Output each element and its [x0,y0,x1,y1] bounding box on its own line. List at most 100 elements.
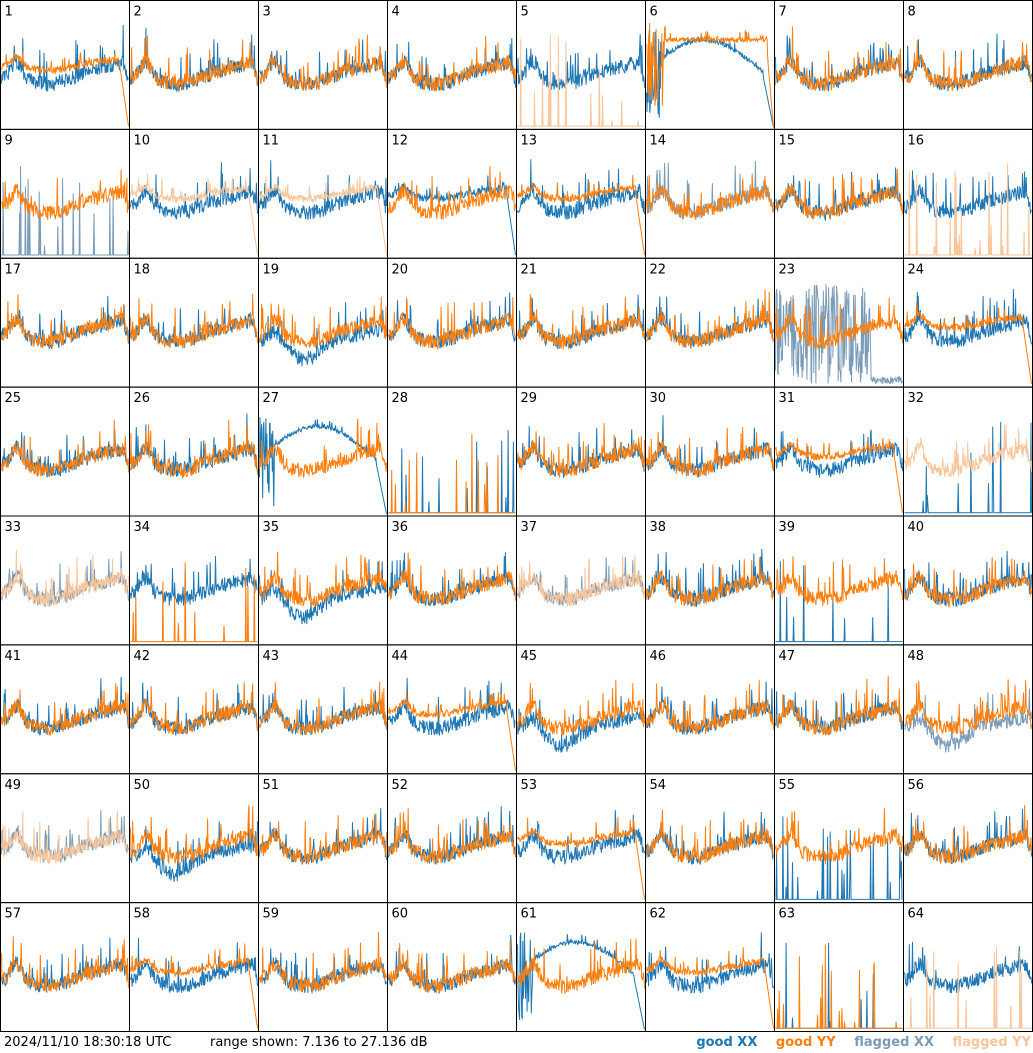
panel-42-label: 42 [134,649,151,664]
panel-64-xx-line [904,941,1032,994]
panel-24-yy-line [904,301,1032,384]
panel-5: 5 [516,0,646,130]
panel-10: 10 [129,128,259,259]
panel-11: 11 [258,128,388,259]
panel-12-yy-line [388,166,516,220]
panel-37-label: 37 [521,520,538,535]
panel-48-yy-line [904,679,1032,735]
panel-1-yy-line [1,50,129,127]
panel-53-label: 53 [521,778,538,793]
panel-2-label: 2 [134,5,142,20]
panel-28: 28 [387,386,517,517]
panel-49-label: 49 [5,778,22,793]
panel-17-label: 17 [5,262,22,277]
panel-31-yy-line [775,437,903,513]
panel-51-yy-line [259,813,387,866]
panel-56-yy-line [904,804,1032,865]
panel-13-yy-line [517,175,645,256]
panel-43: 43 [258,644,388,775]
panel-28-xx-line [388,430,516,514]
legend-good-yy: good YY [775,1035,836,1050]
panel-26-label: 26 [134,391,151,406]
panel-44-yy-line [388,690,516,771]
panel-55-yy-line [775,807,903,865]
panel-17: 17 [0,257,130,388]
panel-16-label: 16 [908,133,925,148]
panel-7-yy-line [775,26,903,92]
panel-48-label: 48 [908,649,925,664]
panel-53-xx-line [517,810,645,866]
panel-30-label: 30 [650,391,667,406]
panel-36: 36 [387,515,517,646]
panel-45: 45 [516,644,646,775]
panel-42: 42 [129,644,259,775]
panel-15-label: 15 [779,133,796,148]
panel-3-xx-line [259,39,387,90]
panel-42-xx-line [130,682,258,736]
panel-20-xx-line [388,292,516,349]
panel-27-xx-line [259,417,387,515]
panel-3: 3 [258,0,388,130]
panel-18: 18 [129,257,259,388]
panel-19: 19 [258,257,388,388]
panel-61-yy-line [517,938,645,995]
panel-56: 56 [903,773,1033,904]
panel-8-yy-line [904,40,1032,92]
panel-63-yy-line [775,944,903,1029]
panel-7: 7 [774,0,904,130]
panel-52: 52 [387,773,517,904]
panel-8-label: 8 [908,5,916,20]
panel-16-yy-line [904,163,1032,256]
panel-23: 23 [774,257,904,388]
panel-28-yy-line [388,433,516,514]
panel-37: 37 [516,515,646,646]
panel-26-yy-line [130,419,258,478]
panel-13-border [516,128,646,259]
panel-49-yy-line [1,810,129,865]
panel-1-xx-line [1,24,129,93]
panel-14: 14 [645,128,775,259]
panel-20-label: 20 [392,262,409,277]
panel-25-yy-line [1,419,129,477]
panel-27: 27 [258,386,388,517]
panel-47-label: 47 [779,649,796,664]
panel-35-xx-line [259,559,387,625]
panel-43-yy-line [259,681,387,735]
panel-25: 25 [0,386,130,517]
panel-13: 13 [516,128,646,259]
panel-15-yy-line [775,168,903,221]
panel-1: 1 [0,0,130,130]
panel-53-yy-line [517,817,645,900]
panel-4: 4 [387,0,517,130]
panel-40-yy-line [904,556,1032,609]
panel-9-yy-line [1,169,129,220]
panel-30: 30 [645,386,775,517]
panel-59: 59 [258,902,388,1032]
panel-11-xx-line [259,160,387,220]
panel-32-label: 32 [908,391,925,406]
panel-45-yy-line [517,679,645,736]
panel-1-label: 1 [5,5,13,20]
panel-60-yy-line [388,940,516,994]
panel-29-yy-line [517,423,645,478]
panel-36-yy-line [388,552,516,606]
panel-29: 29 [516,386,646,517]
panel-62-label: 62 [650,907,667,922]
panel-21-label: 21 [521,262,538,277]
panel-6-yy-line [646,22,774,128]
panel-55-label: 55 [779,778,796,793]
panel-53: 53 [516,773,646,904]
panel-51-label: 51 [263,778,280,793]
panel-15: 15 [774,128,904,259]
panel-9-label: 9 [5,133,13,148]
timestamp: 2024/11/10 18:30:18 UTC [4,1035,172,1050]
panel-32: 32 [903,386,1033,517]
panel-56-label: 56 [908,778,925,793]
legend: good XX good YY flagged XX flagged YY [682,1032,1031,1053]
panel-54-yy-line [646,809,774,865]
panel-50-label: 50 [134,778,151,793]
panel-12-label: 12 [392,133,409,148]
panel-16: 16 [903,128,1033,259]
panel-40-label: 40 [908,520,925,535]
panel-46: 46 [645,644,775,775]
